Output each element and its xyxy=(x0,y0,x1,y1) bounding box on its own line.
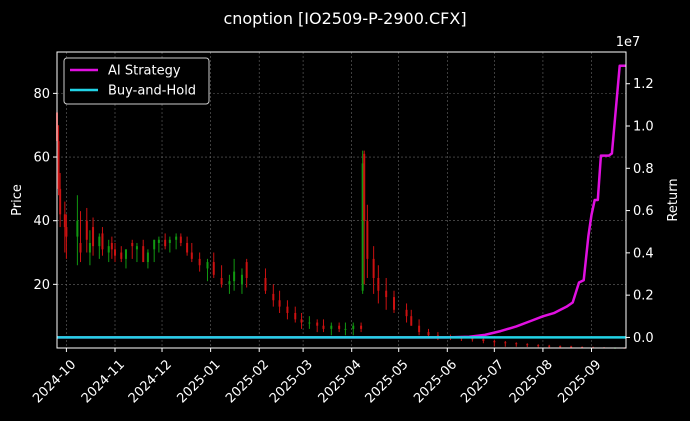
candle-body xyxy=(113,249,116,256)
y2-tick-label: 0.0 xyxy=(633,331,654,346)
candle-body xyxy=(63,214,66,228)
candle-body xyxy=(233,271,236,282)
candle-body xyxy=(186,242,189,253)
candle-body xyxy=(322,325,325,329)
candle-body xyxy=(101,233,104,250)
candle-body xyxy=(526,344,529,346)
candle-body xyxy=(471,338,474,340)
candle-body xyxy=(65,227,68,237)
y2-tick-label: 0.4 xyxy=(633,246,654,261)
candle-body xyxy=(393,297,396,310)
candle-body xyxy=(385,290,388,298)
candle-body xyxy=(570,346,573,348)
candle-body xyxy=(363,153,366,221)
candle-body xyxy=(198,258,201,266)
y-axis-left: 20 40 60 80 xyxy=(33,87,57,293)
legend-label-ai-strategy: AI Strategy xyxy=(108,64,181,79)
candle-body xyxy=(120,252,123,259)
y-tick-label: 20 xyxy=(33,278,50,293)
candle-body xyxy=(57,141,60,189)
candle-body xyxy=(427,332,430,336)
candle-body xyxy=(278,300,281,307)
candle-body xyxy=(153,239,156,250)
candle-body xyxy=(124,249,127,259)
candle-body xyxy=(436,335,439,337)
candle-body xyxy=(107,246,110,253)
candle-body xyxy=(360,325,363,329)
candle-body xyxy=(559,346,562,348)
y-tick-label: 80 xyxy=(33,87,50,102)
y2-tick-label: 1.0 xyxy=(633,120,654,135)
candle-body xyxy=(330,325,333,329)
candle-body xyxy=(377,277,380,291)
candle-body xyxy=(142,246,145,263)
candle-body xyxy=(482,339,485,341)
candle-body xyxy=(264,277,267,291)
candle-body xyxy=(405,309,408,317)
candle-body xyxy=(179,236,182,243)
plot-frame xyxy=(56,51,627,349)
candle-body xyxy=(300,319,303,323)
y2-tick-label: 0.2 xyxy=(633,289,654,304)
candle-body xyxy=(76,220,79,237)
candle-body xyxy=(110,242,113,250)
candle-body xyxy=(206,262,209,269)
candle-body xyxy=(361,163,364,291)
candle-body xyxy=(168,239,171,243)
ai-strategy-line xyxy=(57,64,626,339)
candle-body xyxy=(146,252,149,263)
candle-body xyxy=(352,325,355,329)
candle-body xyxy=(338,325,341,329)
candle-body xyxy=(272,293,275,301)
y-tick-label: 40 xyxy=(33,214,50,229)
candle-body xyxy=(245,262,248,278)
chart-title: cnoption [IO2509-P-2900.CFX] xyxy=(223,9,466,28)
candle-body xyxy=(98,236,101,247)
candle-body xyxy=(504,342,507,344)
candle-body xyxy=(190,252,193,259)
candle-body xyxy=(344,328,347,330)
candle-body xyxy=(59,188,62,215)
candle-body xyxy=(157,239,160,243)
y-tick-label: 60 xyxy=(33,151,50,166)
candle-body xyxy=(92,227,95,247)
candle-body xyxy=(493,340,496,343)
candle-body xyxy=(220,277,223,285)
candle-body xyxy=(308,322,311,324)
legend-label-buy-and-hold: Buy-and-Hold xyxy=(108,84,196,99)
y-axis-right: 0.0 0.2 0.4 0.6 0.8 1.0 1.2 xyxy=(626,77,654,346)
legend-box xyxy=(63,57,210,105)
y2-tick-label: 1.2 xyxy=(633,77,654,92)
candle-body xyxy=(85,220,88,240)
candle-body xyxy=(410,316,413,326)
candle-body xyxy=(366,220,369,259)
candle-body xyxy=(135,246,138,250)
candle-body xyxy=(418,325,421,333)
y2-tick-label: 0.6 xyxy=(633,204,654,219)
y2-offset-label: 1e7 xyxy=(616,35,641,50)
candle-body xyxy=(316,322,319,326)
candle-body xyxy=(88,242,91,253)
candle-body xyxy=(286,306,289,313)
y2-tick-label: 0.8 xyxy=(633,162,654,177)
legend: AI Strategy Buy-and-Hold xyxy=(63,57,210,105)
return-lines xyxy=(57,64,626,339)
candle-body xyxy=(175,236,178,240)
candle-body xyxy=(79,242,82,253)
candle-body xyxy=(240,274,243,285)
y-axis-label: Price xyxy=(10,184,25,216)
candle-body xyxy=(212,262,215,275)
candle-body xyxy=(372,258,375,278)
candle-body xyxy=(537,345,540,347)
candle-body xyxy=(228,281,231,285)
candle-body xyxy=(164,239,167,247)
candle-body xyxy=(294,312,297,320)
y2-axis-label: Return xyxy=(666,178,681,221)
candle-body xyxy=(131,242,134,247)
candle-body xyxy=(548,345,551,347)
candle-body xyxy=(515,343,518,345)
